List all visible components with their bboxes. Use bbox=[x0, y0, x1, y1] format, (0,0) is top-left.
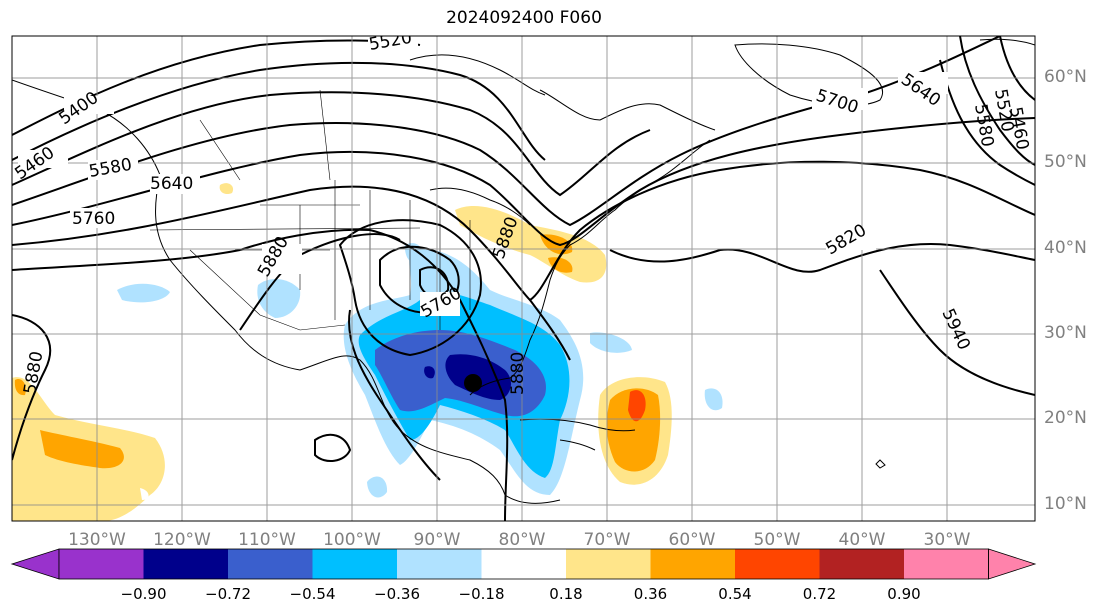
lat-label: 40°N bbox=[1044, 238, 1087, 258]
colorbar bbox=[10, 548, 1037, 580]
lon-label: 80°W bbox=[498, 530, 546, 550]
lon-label: 60°W bbox=[668, 530, 716, 550]
lat-label: 20°N bbox=[1044, 408, 1087, 428]
contour-label: 5760 bbox=[72, 209, 115, 229]
lon-label: 40°W bbox=[838, 530, 886, 550]
colorbar-tick: 0.90 bbox=[887, 585, 921, 603]
colorbar-tick: −0.54 bbox=[289, 585, 336, 603]
colorbar-tick: 0.18 bbox=[549, 585, 583, 603]
colorbar-tick: −0.36 bbox=[374, 585, 420, 603]
colorbar-tick: 0.72 bbox=[802, 585, 837, 603]
colorbar-tick: 0.36 bbox=[633, 585, 668, 603]
lon-label: 120°W bbox=[153, 530, 211, 550]
map-title: 2024092400 F060 bbox=[446, 8, 602, 28]
coastlines bbox=[12, 38, 1035, 504]
lat-label: 50°N bbox=[1044, 152, 1087, 172]
storm-center-marker bbox=[464, 374, 482, 392]
lon-label: 110°W bbox=[238, 530, 296, 550]
lon-label: 100°W bbox=[323, 530, 381, 550]
map-frame bbox=[11, 35, 1036, 522]
lon-label: 70°W bbox=[583, 530, 631, 550]
graticule bbox=[12, 36, 1035, 521]
lon-label: 90°W bbox=[413, 530, 461, 550]
lon-label: 50°W bbox=[753, 530, 801, 550]
lat-label: 30°N bbox=[1044, 323, 1087, 343]
contour-label: 5880 bbox=[508, 352, 528, 395]
colorbar-tick: −0.90 bbox=[120, 585, 167, 603]
lat-label: 60°N bbox=[1044, 67, 1087, 87]
colorbar-tick: −0.18 bbox=[458, 585, 505, 603]
contour-label: 5640 bbox=[150, 174, 193, 194]
lon-label: 30°W bbox=[923, 530, 971, 550]
colorbar-tick: −0.72 bbox=[205, 585, 251, 603]
lat-label: 10°N bbox=[1044, 494, 1087, 514]
lon-label: 130°W bbox=[68, 530, 126, 550]
colorbar-tick: 0.54 bbox=[718, 585, 752, 603]
